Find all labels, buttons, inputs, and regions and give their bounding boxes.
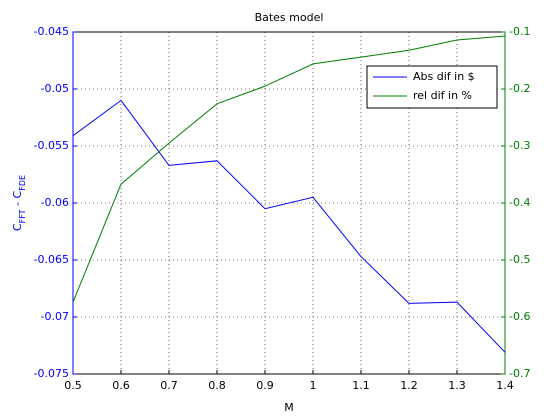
x-tick-label: 0.6	[112, 379, 130, 392]
x-tick-label: 1.2	[400, 379, 418, 392]
y-tick-label: -0.07	[41, 310, 69, 323]
series-line	[72, 35, 506, 303]
x-tick-label: 1.1	[352, 379, 370, 392]
y2-tick-label: -0.7	[509, 367, 530, 380]
x-tick-label: 0.9	[256, 379, 274, 392]
legend-label: Abs dif in $	[413, 70, 475, 83]
x-tick-label: 1	[310, 379, 317, 392]
x-tick-label: 1.4	[496, 379, 514, 392]
series-line	[72, 99, 506, 353]
y2-tick-label: -0.1	[509, 25, 530, 38]
y-tick-label: -0.075	[34, 367, 69, 380]
y2-tick-label: -0.3	[509, 139, 530, 152]
x-tick-label: 1.3	[448, 379, 466, 392]
x-tick-label: 0.8	[208, 379, 226, 392]
y2-tick-label: -0.2	[509, 82, 530, 95]
label-text: - C	[11, 190, 24, 209]
y2-tick-label: -0.5	[509, 253, 530, 266]
y2-tick-label: -0.6	[509, 310, 530, 323]
label-text: C	[11, 223, 24, 231]
y-tick-label: -0.065	[34, 253, 69, 266]
label-subscript: FDE	[18, 175, 27, 191]
y-axis-label: CFFT - CFDE	[11, 175, 27, 231]
label-subscript: FFT	[18, 209, 27, 223]
x-tick-label: 0.5	[64, 379, 82, 392]
y2-tick-label: -0.4	[509, 196, 530, 209]
x-axis-label: M	[284, 401, 294, 414]
y-tick-label: -0.06	[41, 196, 69, 209]
y-tick-label: -0.055	[34, 139, 69, 152]
x-tick-label: 0.7	[160, 379, 178, 392]
legend-box	[366, 65, 498, 109]
y-tick-label: -0.045	[34, 25, 69, 38]
chart-title: Bates model	[255, 11, 324, 24]
legend-label: rel dif in %	[413, 89, 472, 102]
y-tick-label: -0.05	[41, 82, 69, 95]
